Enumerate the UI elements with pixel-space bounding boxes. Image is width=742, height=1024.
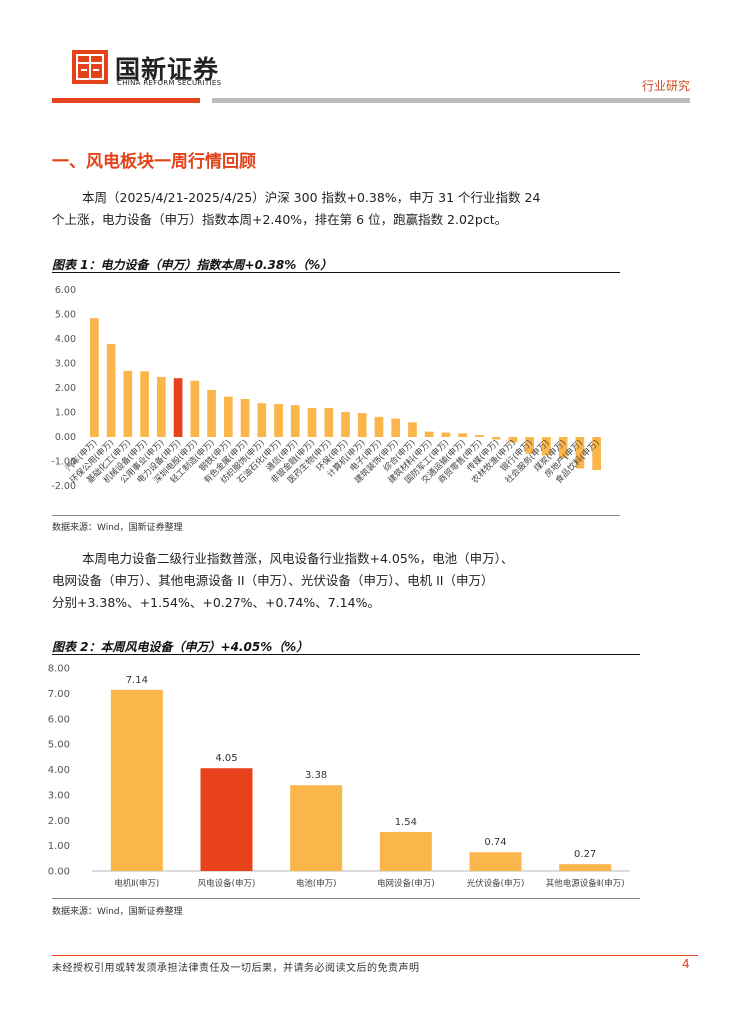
paragraph-1-line-2: 个上涨，电力设备（申万）指数本周+2.40%，排在第 6 位，跑赢指数 2.02… [52, 212, 508, 227]
bar [441, 432, 451, 437]
y-tick-label: 1.00 [55, 408, 76, 419]
data-label: 0.74 [484, 837, 506, 848]
x-tick-label: 电机Ⅱ(申万) [114, 878, 159, 889]
bar [207, 389, 216, 437]
bar [90, 318, 99, 437]
data-label: 7.14 [126, 675, 148, 686]
paragraph-2-line-1: 本周电力设备二级行业指数普涨，风电设备行业指数+4.05%，电池（申万）、 [82, 551, 514, 566]
bar [408, 422, 417, 437]
figure-1-bar-chart: 6.005.004.003.002.001.000.00-1.00-2.00汽车… [51, 285, 601, 492]
data-label: 1.54 [395, 817, 417, 828]
y-tick-label: 4.00 [48, 765, 70, 776]
y-tick-label: 5.00 [55, 310, 76, 321]
y-tick-label: 2.00 [55, 383, 76, 394]
bar [391, 418, 401, 437]
footer-disclaimer: 未经授权引用或转发须承担法律责任及一切后果，并请务必阅读文后的免责声明 [52, 963, 420, 974]
x-tick-label: 电池(申万) [296, 878, 337, 889]
bar [223, 396, 233, 437]
bar [123, 370, 133, 437]
y-tick-label: 3.00 [55, 359, 76, 370]
figure-2-bar-chart: 8.00 7.00 6.00 5.00 4.00 3.00 2.00 1.00 0.00 7.14… [48, 664, 630, 889]
y-tick-label: 6.00 [55, 285, 76, 296]
header-accent-bar [52, 98, 200, 103]
section-title: 一、风电板块一周行情回顾 [52, 152, 256, 172]
bar [290, 785, 343, 871]
y-tick-label: 5.00 [48, 740, 70, 751]
bar [508, 437, 518, 443]
y-tick-label: 4.00 [55, 334, 76, 345]
y-tick-label: 7.00 [48, 689, 70, 700]
bar [558, 437, 568, 458]
bar [290, 405, 300, 437]
bar [106, 343, 116, 437]
bar [575, 437, 585, 469]
paragraph-1-line-1: 本周（2025/4/21-2025/4/25）沪深 300 指数+0.38%，申… [82, 190, 541, 205]
company-logo-icon [72, 50, 108, 84]
y-tick-label: 6.00 [48, 714, 70, 725]
header-gray-bar [212, 98, 690, 103]
bar [374, 416, 384, 437]
bar [469, 852, 522, 871]
data-label: 4.05 [215, 753, 237, 764]
bar [156, 376, 166, 437]
paragraph-2-line-2: 电网设备（申万）、其他电源设备 II（申万）、光伏设备（申万）、电机 II（申万… [52, 573, 494, 588]
x-tick-label: 其他电源设备Ⅱ(申万) [546, 878, 625, 889]
y-tick-label: 8.00 [48, 664, 70, 675]
bar [173, 378, 183, 437]
y-tick-label: 2.00 [48, 816, 70, 827]
bar [592, 437, 601, 471]
x-tick-label: 风电设备(申万) [198, 878, 256, 889]
logo-chinese-name: 国新证券 [115, 55, 220, 84]
bar [341, 412, 350, 437]
page-number: 4 [682, 957, 690, 971]
bar [542, 437, 551, 456]
x-tick-label: 电网设备(申万) [377, 878, 435, 889]
bar [110, 689, 163, 871]
figure-2-source: 数据来源：Wind，国新证券整理 [52, 907, 183, 917]
figure-1-bottom-rule [52, 515, 620, 516]
bar [200, 768, 253, 871]
bar [240, 399, 250, 437]
y-tick-label: 0.00 [48, 867, 70, 878]
y-tick-label: -2.00 [51, 481, 76, 492]
paragraph-2-line-3: 分别+3.38%、+1.54%、+0.27%、+0.74%、7.14%。 [52, 595, 380, 610]
bar [458, 433, 468, 437]
figure-1-source: 数据来源：Wind，国新证券整理 [52, 523, 183, 533]
footer-rule [52, 955, 698, 956]
bar [307, 408, 317, 437]
data-label: 3.38 [305, 770, 327, 781]
bar [379, 831, 432, 871]
y-tick-label: 3.00 [48, 790, 70, 801]
figure-1-title: 图表 1：电力设备（申万）指数本周+0.38%（%） [52, 258, 333, 272]
y-tick-label: 0.00 [55, 432, 76, 443]
x-tick-label: 光伏设备(申万) [467, 878, 525, 889]
bar [140, 371, 149, 437]
figure-2-top-rule [52, 654, 640, 655]
bar [491, 437, 501, 440]
bar [257, 403, 267, 437]
bar [424, 431, 434, 437]
data-label: 0.27 [574, 849, 596, 860]
figure-2-title: 图表 2：本周风电设备（申万）+4.05%（%） [52, 640, 309, 654]
bar [274, 403, 283, 437]
bar [190, 380, 200, 437]
bar [559, 864, 612, 871]
bar [357, 412, 367, 437]
y-tick-label: 1.00 [48, 841, 70, 852]
report-category: 行业研究 [641, 79, 690, 93]
logo-english-name: CHINA REFORM SECURITIES [117, 79, 222, 87]
bar [324, 408, 334, 437]
bar [475, 435, 484, 437]
bar [525, 437, 535, 454]
figure-1-top-rule [52, 272, 620, 273]
y-tick-label: -1.00 [51, 457, 76, 468]
figure-2-bottom-rule [52, 898, 640, 899]
